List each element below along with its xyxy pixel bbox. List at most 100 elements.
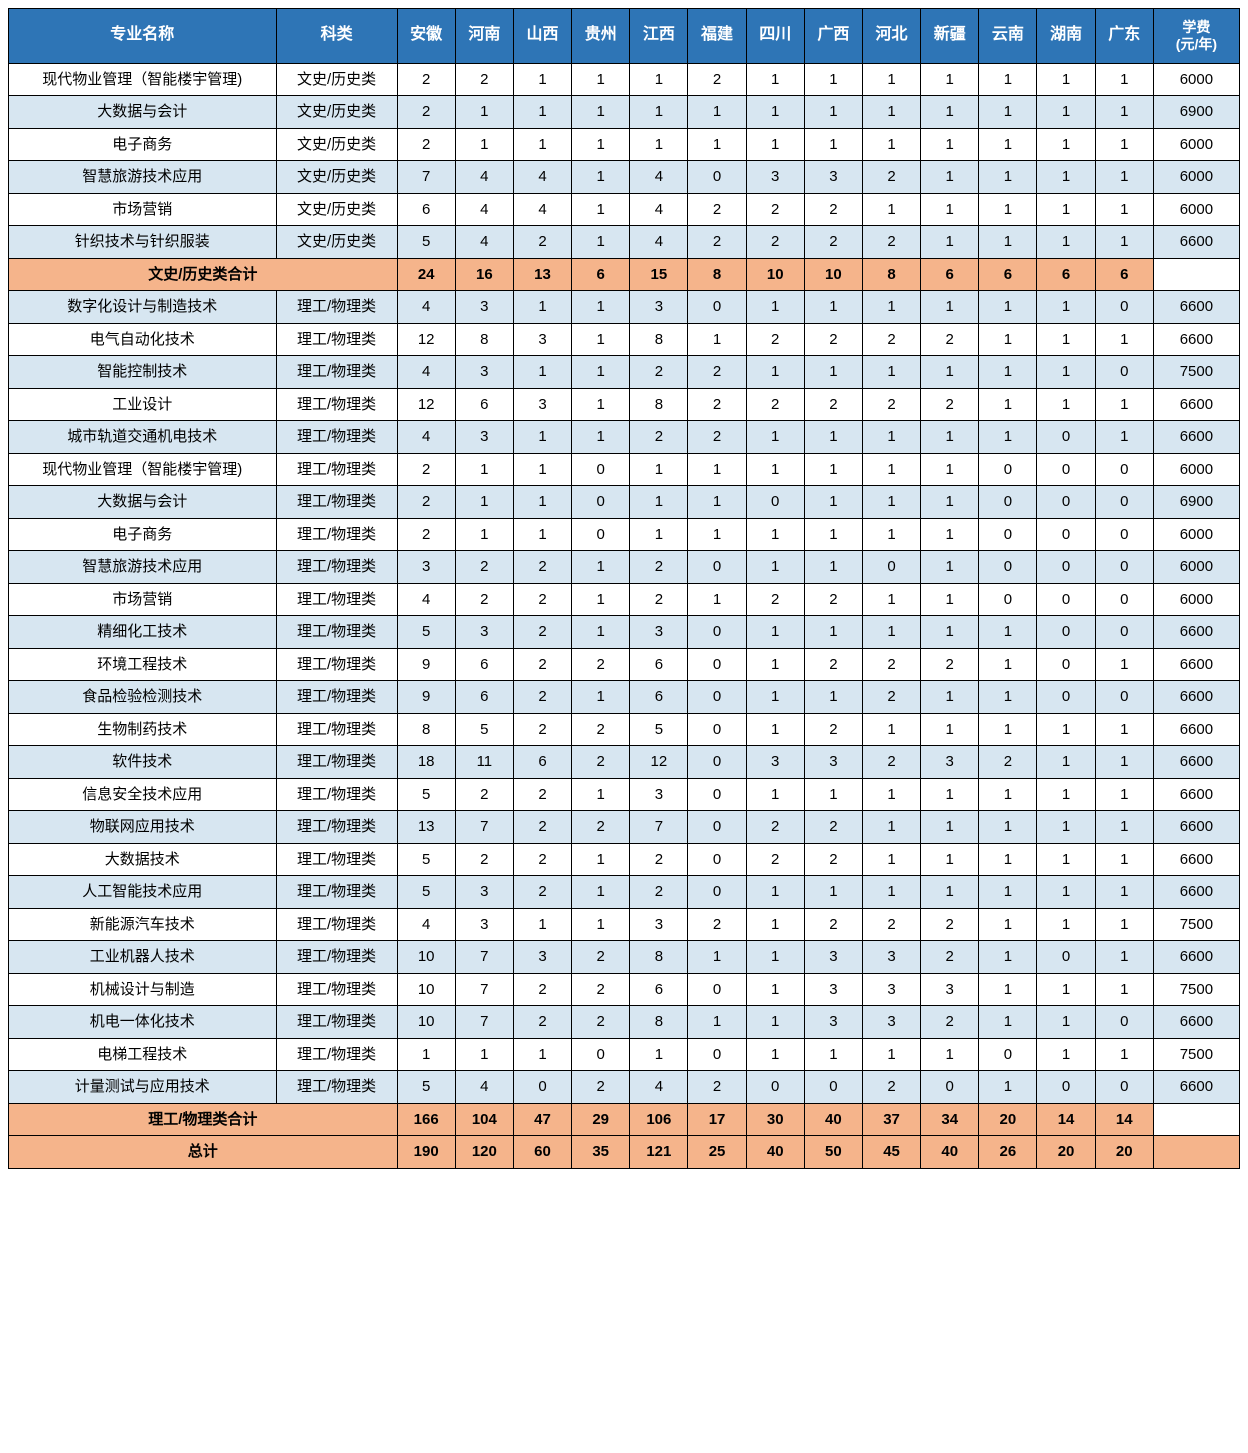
subtotal-value: 50 xyxy=(804,1136,862,1169)
cell-value: 2 xyxy=(746,811,804,844)
col-header-province: 云南 xyxy=(979,9,1037,64)
cell-value: 1 xyxy=(688,323,746,356)
cell-value: 2 xyxy=(630,876,688,909)
cell-value: 1 xyxy=(1037,193,1095,226)
cell-fee: 6600 xyxy=(1153,226,1239,259)
cell-value: 1 xyxy=(1095,941,1153,974)
cell-value: 1 xyxy=(1037,323,1095,356)
col-header-province: 安徽 xyxy=(397,9,455,64)
subtotal-value: 15 xyxy=(630,258,688,291)
cell-fee: 6600 xyxy=(1153,421,1239,454)
cell-value: 2 xyxy=(513,811,571,844)
cell-category: 理工/物理类 xyxy=(276,518,397,551)
table-row: 市场营销文史/历史类64414222111116000 xyxy=(9,193,1240,226)
cell-value: 1 xyxy=(513,63,571,96)
cell-value: 1 xyxy=(572,583,630,616)
cell-value: 2 xyxy=(513,616,571,649)
cell-value: 2 xyxy=(746,583,804,616)
cell-value: 1 xyxy=(1095,193,1153,226)
cell-value: 12 xyxy=(397,323,455,356)
cell-value: 2 xyxy=(630,583,688,616)
cell-value: 0 xyxy=(1037,486,1095,519)
cell-value: 2 xyxy=(513,876,571,909)
cell-value: 1 xyxy=(746,356,804,389)
cell-value: 2 xyxy=(921,648,979,681)
cell-value: 2 xyxy=(513,973,571,1006)
cell-value: 1 xyxy=(630,518,688,551)
cell-value: 1 xyxy=(1095,908,1153,941)
cell-value: 1 xyxy=(979,161,1037,194)
cell-fee: 6600 xyxy=(1153,843,1239,876)
cell-value: 1 xyxy=(688,486,746,519)
table-row: 智慧旅游技术应用文史/历史类74414033211116000 xyxy=(9,161,1240,194)
subtotal-value: 104 xyxy=(455,1103,513,1136)
cell-major: 新能源汽车技术 xyxy=(9,908,277,941)
cell-major: 现代物业管理（智能楼宇管理) xyxy=(9,453,277,486)
cell-value: 1 xyxy=(1095,323,1153,356)
table-row: 现代物业管理（智能楼宇管理)理工/物理类21101111110006000 xyxy=(9,453,1240,486)
cell-value: 1 xyxy=(979,193,1037,226)
cell-value: 1 xyxy=(1095,876,1153,909)
cell-value: 3 xyxy=(804,746,862,779)
cell-value: 2 xyxy=(513,583,571,616)
cell-value: 1 xyxy=(1037,161,1095,194)
cell-value: 1 xyxy=(455,96,513,129)
cell-value: 1 xyxy=(921,161,979,194)
cell-category: 理工/物理类 xyxy=(276,551,397,584)
subtotal-value: 25 xyxy=(688,1136,746,1169)
cell-value: 1 xyxy=(862,453,920,486)
cell-category: 文史/历史类 xyxy=(276,63,397,96)
cell-value: 2 xyxy=(804,648,862,681)
cell-value: 2 xyxy=(572,1006,630,1039)
cell-value: 2 xyxy=(572,648,630,681)
cell-value: 2 xyxy=(804,843,862,876)
cell-value: 8 xyxy=(630,388,688,421)
cell-value: 1 xyxy=(746,291,804,324)
subtotal-value: 40 xyxy=(804,1103,862,1136)
subtotal-value: 120 xyxy=(455,1136,513,1169)
cell-major: 大数据技术 xyxy=(9,843,277,876)
cell-value: 5 xyxy=(397,226,455,259)
cell-value: 3 xyxy=(630,291,688,324)
cell-category: 理工/物理类 xyxy=(276,746,397,779)
subtotal-value: 6 xyxy=(1095,258,1153,291)
cell-category: 理工/物理类 xyxy=(276,421,397,454)
cell-value: 2 xyxy=(513,1006,571,1039)
cell-value: 1 xyxy=(1037,128,1095,161)
cell-value: 4 xyxy=(630,193,688,226)
cell-fee: 6600 xyxy=(1153,616,1239,649)
cell-value: 3 xyxy=(862,973,920,1006)
cell-value: 3 xyxy=(804,1006,862,1039)
cell-category: 理工/物理类 xyxy=(276,291,397,324)
table-row: 城市轨道交通机电技术理工/物理类43112211111016600 xyxy=(9,421,1240,454)
subtotal-value: 20 xyxy=(1037,1136,1095,1169)
cell-category: 理工/物理类 xyxy=(276,1038,397,1071)
cell-value: 0 xyxy=(688,778,746,811)
cell-value: 1 xyxy=(455,518,513,551)
cell-value: 1 xyxy=(979,356,1037,389)
cell-value: 12 xyxy=(397,388,455,421)
cell-value: 0 xyxy=(1095,518,1153,551)
cell-value: 0 xyxy=(1037,551,1095,584)
cell-major: 电子商务 xyxy=(9,128,277,161)
cell-value: 2 xyxy=(921,388,979,421)
cell-value: 1 xyxy=(979,876,1037,909)
cell-value: 1 xyxy=(572,161,630,194)
cell-value: 4 xyxy=(397,908,455,941)
cell-value: 1 xyxy=(513,518,571,551)
cell-category: 文史/历史类 xyxy=(276,161,397,194)
cell-category: 理工/物理类 xyxy=(276,681,397,714)
cell-fee: 6600 xyxy=(1153,1071,1239,1104)
cell-value: 1 xyxy=(746,421,804,454)
cell-value: 1 xyxy=(572,96,630,129)
cell-value: 0 xyxy=(979,551,1037,584)
subtotal-value: 10 xyxy=(746,258,804,291)
cell-major: 食品检验检测技术 xyxy=(9,681,277,714)
table-subtotal-row: 理工/物理类合计16610447291061730403734201414 xyxy=(9,1103,1240,1136)
cell-value: 1 xyxy=(1095,778,1153,811)
cell-value: 3 xyxy=(630,616,688,649)
subtotal-value: 29 xyxy=(572,1103,630,1136)
cell-value: 1 xyxy=(1037,356,1095,389)
cell-value: 1 xyxy=(1095,63,1153,96)
cell-category: 理工/物理类 xyxy=(276,648,397,681)
